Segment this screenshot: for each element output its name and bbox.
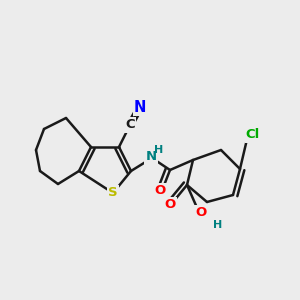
Text: H: H: [213, 220, 223, 230]
Text: S: S: [108, 187, 118, 200]
Text: O: O: [154, 184, 166, 197]
Text: Cl: Cl: [246, 128, 260, 142]
Text: O: O: [164, 199, 175, 212]
Text: C: C: [125, 118, 135, 131]
Text: H: H: [154, 145, 164, 155]
Text: N: N: [146, 151, 157, 164]
Text: N: N: [134, 100, 146, 115]
Text: O: O: [195, 206, 207, 220]
